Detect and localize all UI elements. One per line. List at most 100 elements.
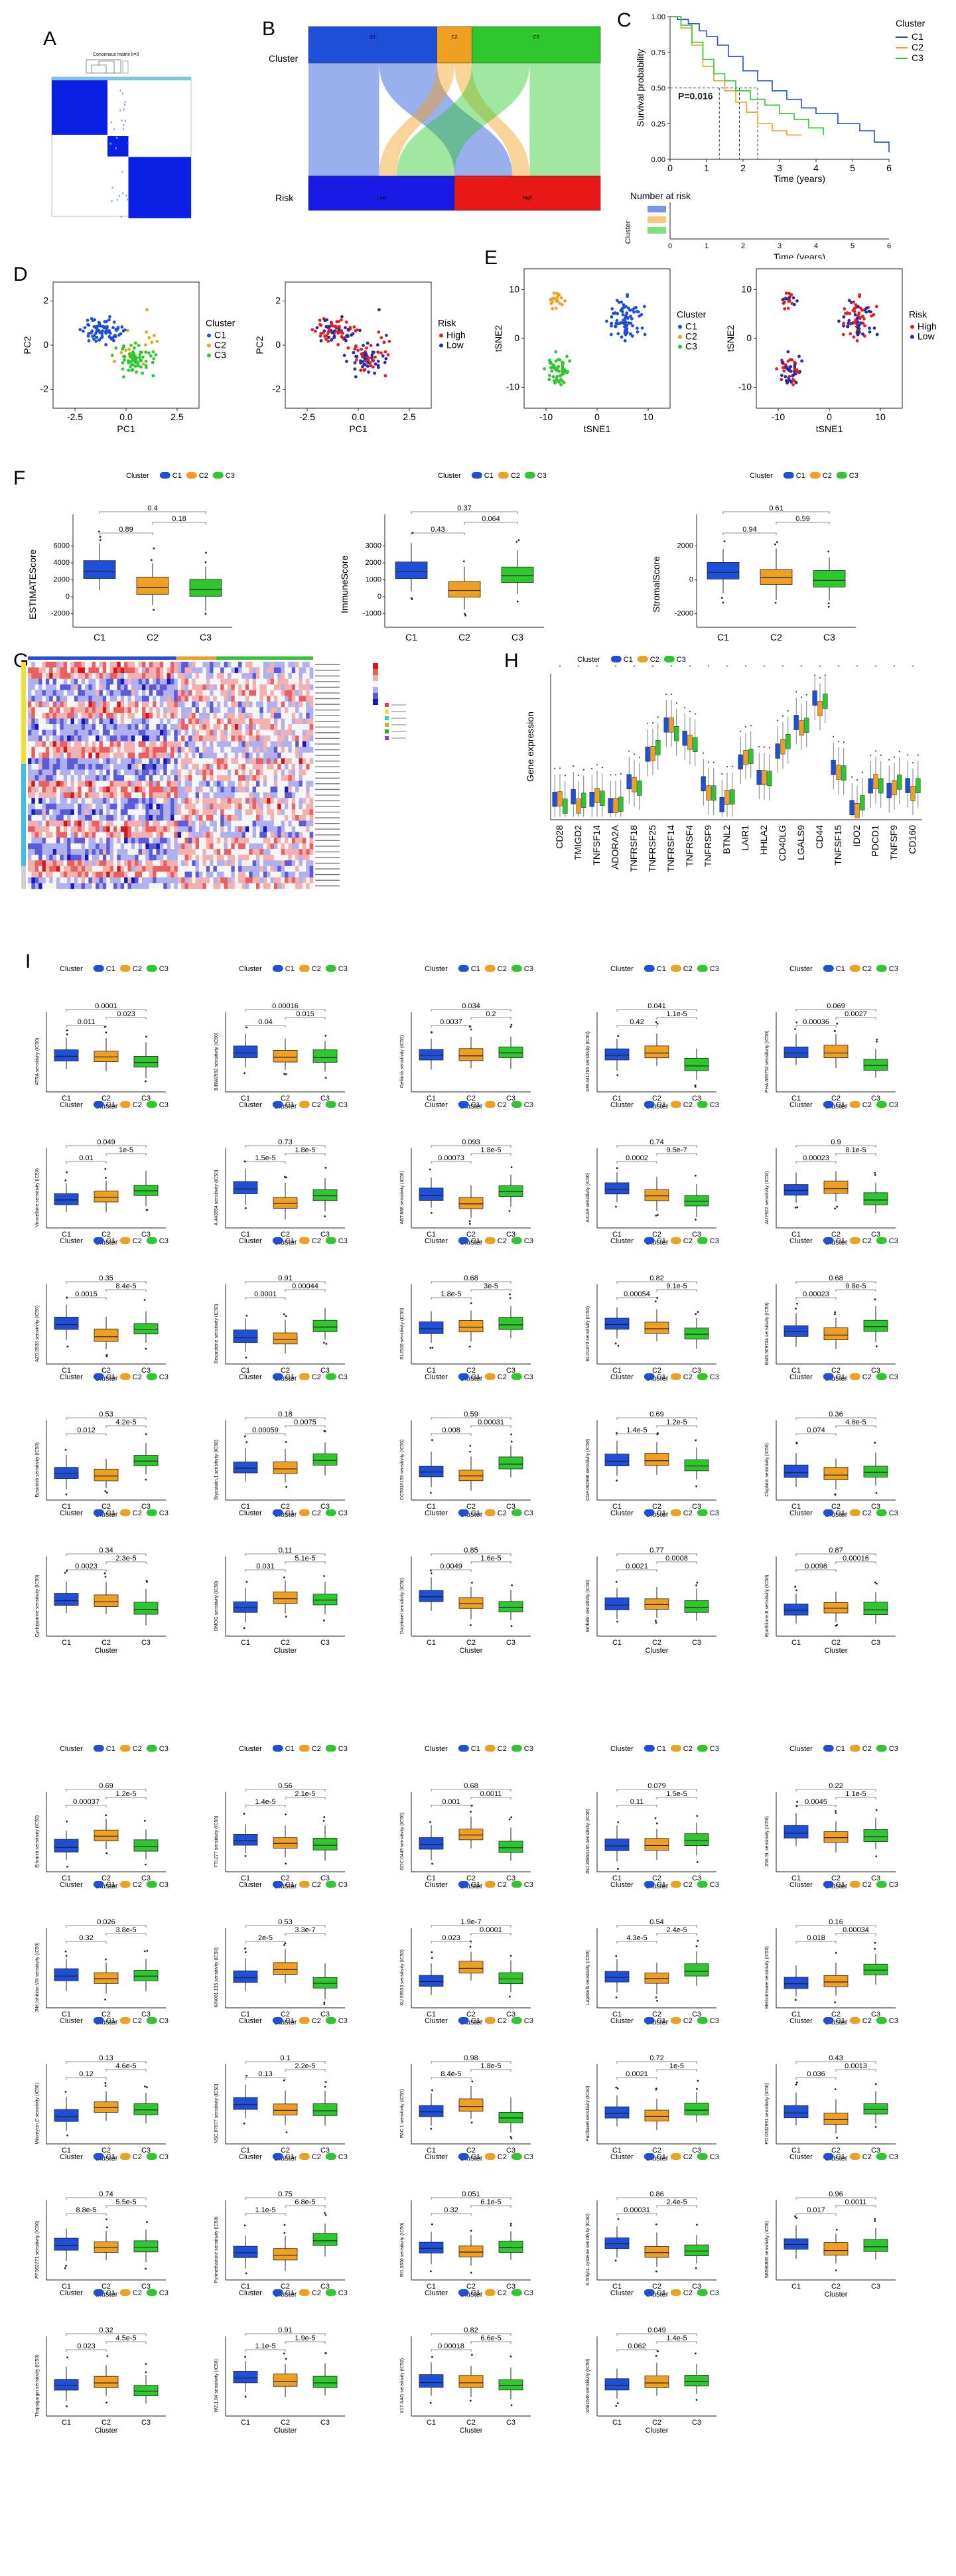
heatmap-cell [117,662,121,668]
heatmap-cell [210,832,214,838]
heatmap-cell [249,735,253,741]
sig-value: 0.00073 [438,1154,464,1162]
heatmap-cell [281,718,285,725]
heatmap-cell [299,701,303,708]
heatmap-cell [60,729,64,736]
heatmap-cell [299,871,303,878]
drug-boxplot-5: PHA.665752 sensitivity (IC50)C1 C2 C3Clust… [765,1002,896,1110]
gene-label-CD44: CD44 [814,825,825,849]
dendrogram [91,60,115,73]
outlier [776,541,778,544]
heatmap-cell [184,724,189,730]
heatmap-cell [291,854,296,861]
sig-value: 8.1e-5 [845,1146,866,1154]
heatmap-cell [49,877,53,883]
heatmap-cell [49,747,53,753]
outlier [875,1040,878,1043]
y-tick-label: 2000 [366,559,381,567]
tsne-cluster-point [614,325,618,329]
heatmap-cell [192,803,196,810]
heatmap-cell [49,792,53,798]
heatmap-cell [67,820,71,827]
heatmap-cell [127,832,132,838]
heatmap-cell [142,775,146,781]
heatmap-cell [295,820,299,827]
gene-box [674,726,679,741]
outlier [723,540,726,543]
heatmap-cell [135,690,139,696]
heatmap-cell [163,752,167,759]
x-tick-label: C3 [141,1231,151,1239]
pca-risk-point [330,322,334,325]
heatmap-cell [273,741,278,747]
heatmap-cell [42,763,46,770]
heatmap-cell [102,826,107,832]
heatmap-cell [60,826,64,832]
heatmap-cell [124,747,128,753]
heatmap-cell [306,775,310,781]
heatmap-cell [153,747,157,753]
heatmap-cell [288,832,293,838]
heatmap-cell [188,662,192,668]
heatmap-cell [174,712,178,719]
heatmap-cell [149,735,153,741]
heatmap-cell [70,662,75,668]
heatmap-cell [267,826,271,832]
heatmap-cell [263,883,267,889]
pca-cluster-point [134,360,138,364]
box-C3 [498,1185,523,1197]
heatmap-cell [277,678,281,685]
heatmap-cell [131,860,135,867]
heatmap-cell [206,843,210,850]
heatmap-cell [216,758,221,765]
pca-risk-point [376,343,379,346]
heatmap-cell [102,735,107,741]
heatmap-cell [259,729,264,736]
heatmap-cell [28,883,32,889]
heatmap-cell [74,814,78,821]
heatmap-cell [127,735,132,741]
pca-risk-point [360,352,364,356]
heatmap-cell [88,792,93,798]
tsne-cluster-point [625,311,629,315]
heatmap-cell [49,729,53,736]
heatmap-cell [49,752,53,759]
heatmap-cell [78,792,82,798]
outlier [105,1353,108,1356]
tsne-risk-point [791,296,795,300]
box-C3 [498,1046,523,1058]
heatmap-cell [234,866,239,872]
heatmap-cell [281,854,285,861]
heatmap-cell [163,678,167,685]
gene-label-TNFSF14: TNFSF14 [591,825,602,866]
heatmap-cell [192,747,196,753]
legend-title: Cluster [239,1101,262,1109]
sig-bracket [835,1017,876,1020]
outlier [285,1073,287,1075]
pca-cluster-point [127,347,131,351]
legend-label-C1: C1 [285,1237,295,1245]
heatmap-cell [277,798,281,804]
heatmap-cell [256,662,260,668]
heatmap-cell [131,690,135,696]
heatmap-cell [206,707,210,714]
heatmap-cell [120,787,125,793]
heatmap-cell [245,701,249,708]
x-tick-label: C3 [823,632,835,643]
x-tick-label: 4 [813,163,819,173]
heatmap-cell [174,871,178,878]
heatmap-cell [213,667,218,674]
outlier [324,1035,327,1037]
heatmap-cell [291,832,296,838]
heatmap-cell [159,866,164,872]
sig-value: 0.2 [486,1010,496,1018]
heatmap-cell [49,690,53,696]
heatmap-cell [270,792,275,798]
heatmap-cell [202,860,207,867]
heatmap-cell [202,826,207,832]
heatmap-cell [28,662,32,668]
heatmap-cell [102,696,107,702]
box-C2 [94,1328,119,1342]
heatmap-cell [249,814,253,821]
